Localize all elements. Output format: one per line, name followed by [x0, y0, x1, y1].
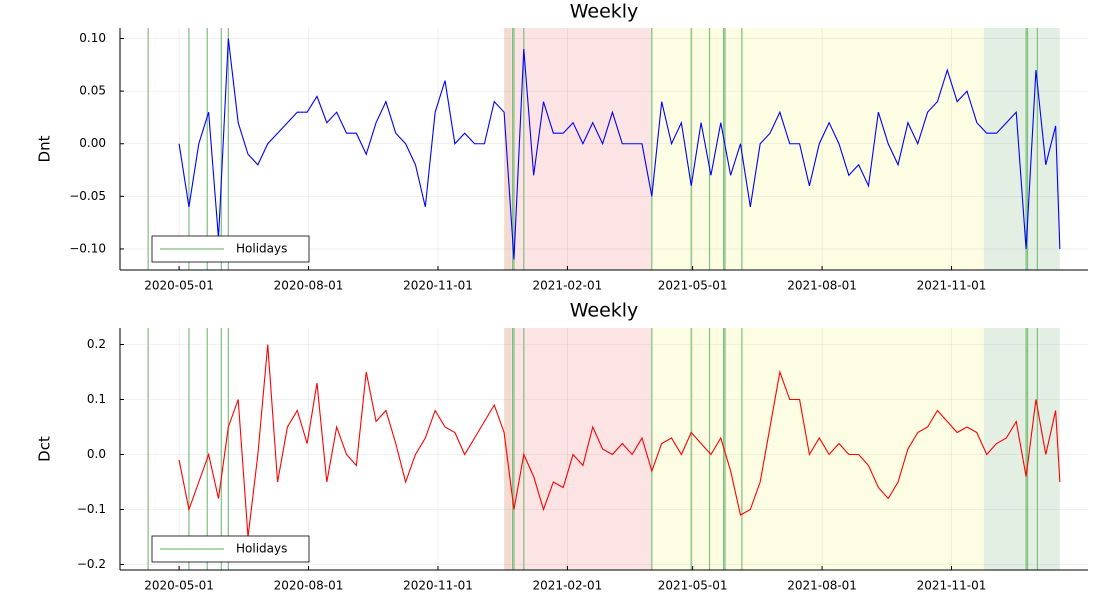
x-tick-label: 2021-11-01 — [917, 279, 987, 293]
x-tick-label: 2020-11-01 — [403, 579, 473, 593]
x-tick-label: 2020-08-01 — [274, 279, 344, 293]
shaded-period — [983, 328, 1060, 570]
shaded-period — [504, 328, 512, 570]
y-tick-label: 0.1 — [87, 392, 106, 406]
x-tick-label: 2021-08-01 — [787, 579, 857, 593]
x-tick-label: 2021-05-01 — [658, 579, 728, 593]
y-tick-label: 0.00 — [79, 136, 106, 150]
legend-label: Holidays — [236, 242, 287, 256]
shaded-period — [504, 28, 512, 270]
x-tick-label: 2020-11-01 — [403, 279, 473, 293]
shaded-period — [511, 328, 652, 570]
data-line — [178, 344, 1061, 538]
y-tick-label: 0.10 — [79, 31, 106, 45]
x-tick-label: 2021-05-01 — [658, 279, 728, 293]
chart-title: Weekly — [570, 1, 639, 23]
x-tick-label: 2020-05-01 — [144, 579, 214, 593]
shaded-period — [651, 328, 984, 570]
chart-title: Weekly — [570, 300, 639, 322]
y-tick-label: 0.0 — [87, 447, 106, 461]
x-tick-label: 2021-08-01 — [787, 279, 857, 293]
y-tick-label: 0.2 — [87, 337, 106, 351]
y-axis-label: Dct — [36, 436, 54, 462]
y-tick-label: 0.05 — [79, 84, 106, 98]
y-tick-label: −0.2 — [77, 557, 106, 571]
y-tick-label: −0.05 — [69, 189, 106, 203]
x-tick-label: 2020-08-01 — [274, 579, 344, 593]
x-tick-label: 2021-11-01 — [917, 579, 987, 593]
legend-label: Holidays — [236, 542, 287, 556]
x-tick-label: 2021-02-01 — [533, 279, 603, 293]
x-tick-label: 2021-02-01 — [533, 579, 603, 593]
x-tick-label: 2020-05-01 — [144, 279, 214, 293]
y-axis-label: Dnt — [36, 135, 54, 162]
data-line — [178, 38, 1061, 260]
y-tick-label: −0.10 — [69, 241, 106, 255]
shaded-period — [983, 28, 1060, 270]
shaded-period — [511, 28, 652, 270]
y-tick-label: −0.1 — [77, 502, 106, 516]
